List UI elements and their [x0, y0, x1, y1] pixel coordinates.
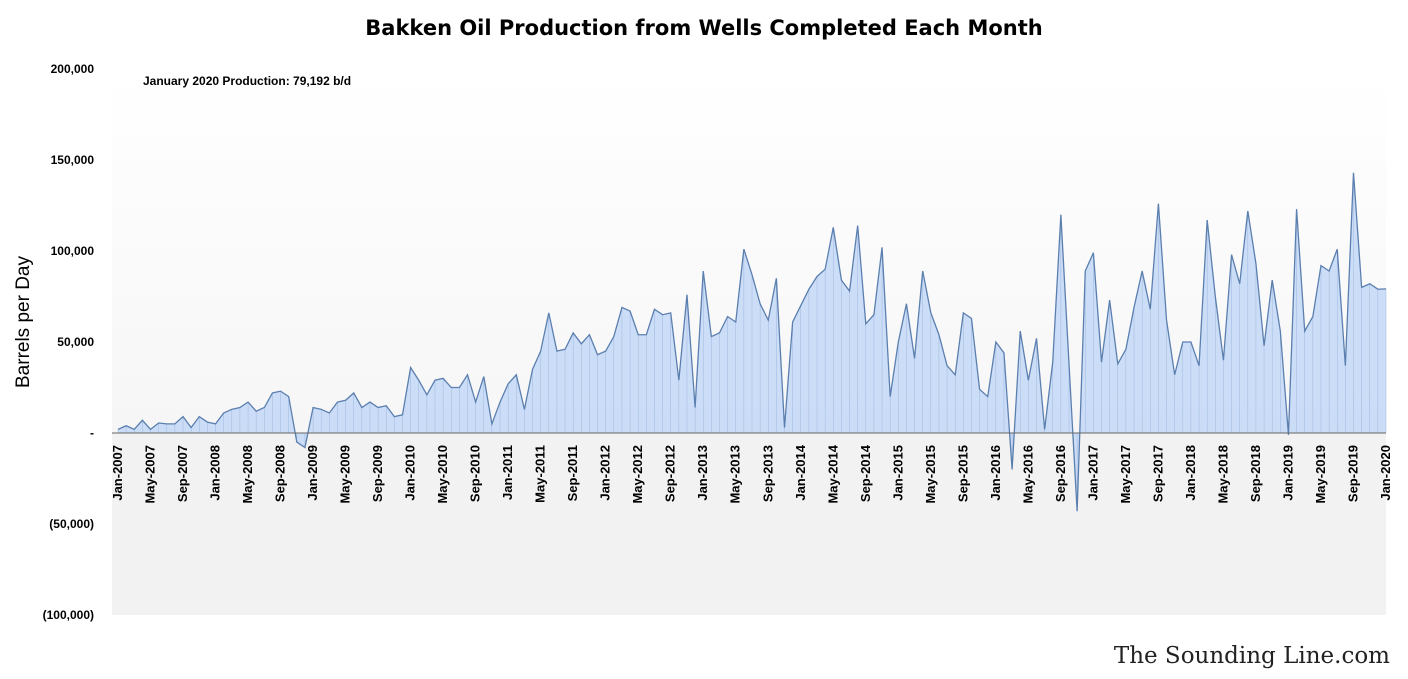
x-tick-label: Jan-2015	[890, 445, 905, 501]
x-tick-label: Jan-2007	[110, 445, 125, 501]
y-tick-label: (100,000)	[43, 608, 94, 622]
x-tick-label: Jan-2016	[988, 445, 1003, 501]
x-tick-label: May-2008	[240, 445, 255, 504]
x-tick-label: Jan-2020	[1378, 445, 1393, 501]
y-tick-label: 50,000	[57, 335, 94, 349]
x-tick-label: Sep-2008	[273, 445, 288, 502]
x-axis-ticks: Jan-2007 May-2007 Sep-2007 Jan-2008 May-2008…	[110, 444, 1393, 503]
x-tick-label: May-2010	[435, 445, 450, 504]
x-tick-label: Sep-2017	[1150, 445, 1165, 502]
x-tick-label: Jan-2012	[598, 445, 613, 501]
x-tick-label: Sep-2014	[858, 444, 873, 502]
x-tick-label: Jan-2010	[403, 445, 418, 501]
x-tick-label: Jan-2009	[305, 445, 320, 501]
series-line	[117, 172, 1387, 512]
x-tick-label: Jan-2013	[695, 445, 710, 501]
x-tick-label: May-2014	[825, 444, 840, 503]
credit-watermark: The Sounding Line.com	[1114, 643, 1390, 669]
x-tick-label: May-2013	[728, 445, 743, 504]
y-tick-label: 150,000	[51, 153, 95, 167]
chart-title: Bakken Oil Production from Wells Complet…	[365, 16, 1042, 40]
x-tick-label: May-2011	[533, 445, 548, 503]
x-tick-label: May-2016	[1020, 445, 1035, 504]
x-tick-label: May-2017	[1118, 445, 1133, 504]
x-tick-label: Jan-2011	[500, 445, 515, 500]
x-tick-label: Sep-2012	[663, 445, 678, 502]
y-tick-label: 100,000	[51, 244, 95, 258]
y-tick-label: (50,000)	[49, 517, 94, 531]
y-tick-label: 200,000	[51, 62, 95, 76]
y-axis-label: Barrels per Day	[13, 256, 34, 388]
x-tick-label: Sep-2013	[760, 445, 775, 502]
x-tick-label: May-2012	[630, 445, 645, 504]
x-tick-label: Jan-2018	[1183, 445, 1198, 501]
x-tick-label: May-2007	[143, 445, 158, 504]
x-tick-label: Jan-2017	[1085, 445, 1100, 501]
y-axis-ticks: (100,000) (50,000) - 50,000 100,000 150,000 20…	[43, 62, 95, 622]
x-tick-label: Sep-2011	[565, 445, 580, 501]
x-tick-label: Sep-2007	[175, 445, 190, 502]
x-tick-label: Sep-2010	[468, 445, 483, 502]
x-tick-label: May-2018	[1215, 445, 1230, 504]
area-series	[112, 172, 1387, 512]
x-tick-label: Jan-2008	[208, 445, 223, 501]
x-tick-label: May-2015	[923, 445, 938, 504]
x-tick-label: Jan-2019	[1280, 445, 1295, 501]
x-tick-label: Sep-2016	[1053, 445, 1068, 502]
x-tick-label: May-2019	[1313, 445, 1328, 504]
x-tick-label: Sep-2009	[370, 445, 385, 502]
x-tick-label: Sep-2019	[1345, 445, 1360, 502]
x-tick-label: May-2009	[338, 445, 353, 504]
plot-area-negative-band	[112, 433, 1386, 615]
chart-annotation: January 2020 Production: 79,192 b/d	[143, 74, 351, 88]
y-tick-label: -	[90, 426, 94, 440]
x-tick-label: Sep-2018	[1248, 445, 1263, 502]
x-tick-label: Jan-2014	[793, 444, 808, 500]
x-tick-label: Sep-2015	[955, 445, 970, 502]
